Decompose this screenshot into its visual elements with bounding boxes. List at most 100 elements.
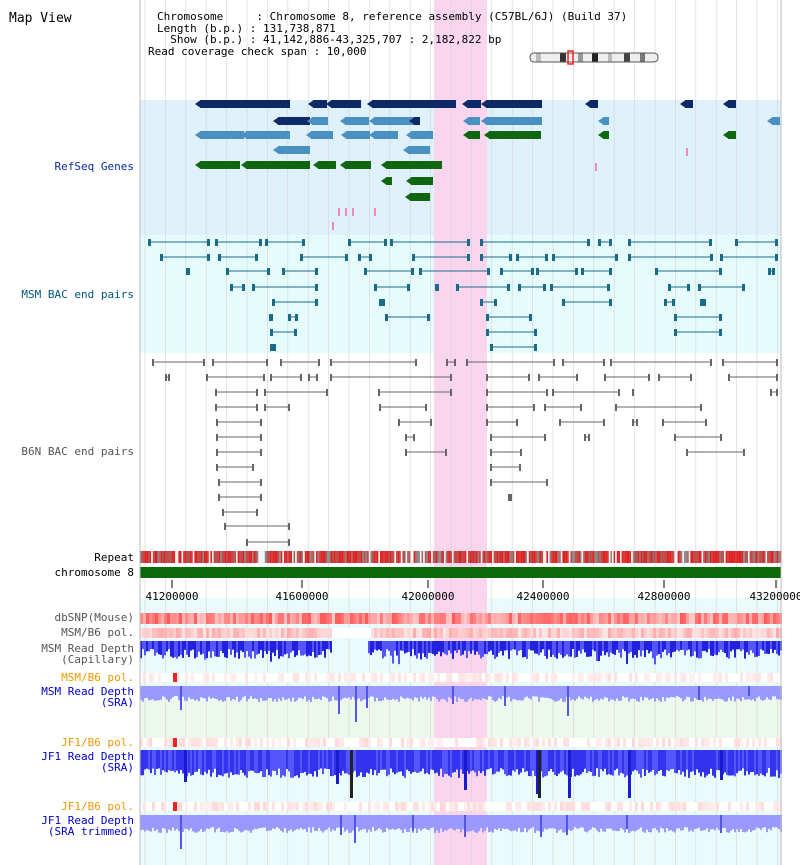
msm-sra-depth-bar xyxy=(708,686,710,699)
jf1-trimmed-depth-bar xyxy=(694,815,696,829)
jf1-trimmed-depth-bar xyxy=(618,815,620,832)
track-label-msm-b6-pol-2[interactable]: MSM/B6 pol. xyxy=(61,671,134,684)
jf1-sra-depth-bar xyxy=(610,750,612,775)
b6n-bac-end xyxy=(632,389,634,396)
jf1-b6-polymorphism-cell xyxy=(242,738,245,747)
repeat-element xyxy=(388,551,390,563)
msm-sra-depth-bar xyxy=(412,686,414,701)
msm-capillary-depth-bar xyxy=(768,641,770,655)
jf1-trimmed-depth-bar xyxy=(754,815,756,830)
msm-sra-depth-bar xyxy=(190,686,192,700)
jf1-sra-depth-bar xyxy=(360,750,362,773)
jf1-trimmed-depth-bar xyxy=(698,815,700,828)
msm-sra-depth-bar xyxy=(314,686,316,700)
track-label-msm-b6-pol-1[interactable]: MSM/B6 pol. xyxy=(61,626,134,639)
dbsnp-density-cell xyxy=(398,613,401,624)
msm-capillary-depth-bar xyxy=(414,641,416,656)
jf1-b6-polymorphism-cell xyxy=(605,802,608,811)
msm-b6-polymorphism-cell xyxy=(770,673,773,682)
msm-b6-polymorphism-cell xyxy=(329,628,332,638)
msm-bac-end xyxy=(160,254,163,261)
jf1-trimmed-depth-bar xyxy=(722,815,724,829)
repeat-element xyxy=(546,551,548,563)
msm-b6-polymorphism-cell xyxy=(539,628,542,638)
b6n-bac-end xyxy=(379,404,381,411)
repeat-element xyxy=(698,551,700,563)
gene-feature xyxy=(331,100,361,108)
jf1-b6-polymorphism-cell xyxy=(458,802,461,811)
msm-b6-polymorphism-cell xyxy=(479,673,482,682)
jf1-b6-polymorphism-cell xyxy=(746,802,749,811)
msm-b6-polymorphism-cell xyxy=(692,628,695,638)
track-label-msm-depth-sra[interactable]: MSM Read Depth (SRA) xyxy=(41,686,134,708)
msm-capillary-depth-bar xyxy=(154,641,156,656)
track-label-jf1-b6-pol-1[interactable]: JF1/B6 pol. xyxy=(61,736,134,749)
msm-bac-end xyxy=(674,314,677,321)
gene-feature xyxy=(411,177,433,185)
repeat-element xyxy=(394,551,396,563)
jf1-trimmed-depth-bar xyxy=(430,815,432,828)
msm-sra-depth-bar xyxy=(414,686,416,698)
track-label-b6n-bac[interactable]: B6N BAC end pairs xyxy=(21,445,134,458)
msm-sra-depth-bar xyxy=(482,686,484,699)
track-label-msm-depth-capillary[interactable]: MSM Read Depth (Capillary) xyxy=(41,643,134,665)
b6n-bac-end xyxy=(528,374,530,381)
jf1-sra-depth-bar xyxy=(284,750,286,777)
ideogram-position-marker xyxy=(567,50,574,65)
msm-sra-depth-bar xyxy=(236,686,238,697)
track-label-msm-bac[interactable]: MSM BAC end pairs xyxy=(21,288,134,301)
repeat-element xyxy=(482,551,484,563)
jf1-b6-polymorphism-cell xyxy=(188,738,191,747)
msm-sra-depth-bar xyxy=(680,686,682,699)
msm-capillary-depth-bar xyxy=(616,641,618,650)
msm-capillary-depth-bar xyxy=(740,641,742,652)
dbsnp-density-cell xyxy=(230,613,233,624)
b6n-bac-end xyxy=(445,449,447,456)
repeat-element xyxy=(444,551,446,563)
msm-capillary-depth-bar xyxy=(770,641,772,650)
msm-b6-polymorphism-cell xyxy=(224,673,227,682)
jf1-b6-polymorphism-cell xyxy=(635,738,638,747)
repeat-element xyxy=(612,551,614,563)
msm-b6-polymorphism-cell xyxy=(626,628,629,638)
jf1-trimmed-depth-bar xyxy=(404,815,406,830)
track-label-refseq[interactable]: RefSeq Genes xyxy=(54,160,134,173)
repeat-element xyxy=(711,551,713,563)
msm-sra-depth-bar xyxy=(576,686,578,699)
msm-capillary-depth-bar xyxy=(278,641,280,659)
msm-b6-polymorphism-cell xyxy=(203,628,206,638)
msm-capillary-depth-bar xyxy=(182,641,184,658)
repeat-element xyxy=(196,551,198,563)
track-label-jf1-b6-pol-2[interactable]: JF1/B6 pol. xyxy=(61,800,134,813)
msm-b6-polymorphism-cell xyxy=(338,673,341,682)
repeat-element xyxy=(236,551,238,563)
b6n-bac-end xyxy=(636,419,638,426)
repeat-element xyxy=(583,551,585,563)
jf1-b6-polymorphism-cell xyxy=(197,738,200,747)
msm-b6-polymorphism-cell xyxy=(518,628,521,638)
jf1-trimmed-depth-bar xyxy=(742,815,744,832)
msm-sra-depth-bar xyxy=(440,686,442,700)
track-label-repeat[interactable]: Repeat xyxy=(94,551,134,564)
msm-b6-polymorphism-cell xyxy=(647,628,650,638)
msm-capillary-depth-bar xyxy=(324,641,326,658)
track-label-jf1-depth-trimmed[interactable]: JF1 Read Depth (SRA trimmed) xyxy=(41,815,134,837)
dbsnp-density-cell xyxy=(608,613,611,624)
track-label-dbsnp[interactable]: dbSNP(Mouse) xyxy=(54,611,134,624)
repeat-element xyxy=(295,551,297,563)
repeat-element xyxy=(336,551,339,563)
track-label-jf1-depth-sra[interactable]: JF1 Read Depth (SRA) xyxy=(41,751,134,773)
msm-b6-polymorphism-cell xyxy=(656,628,659,638)
msm-b6-polymorphism-cell xyxy=(704,628,707,638)
jf1-b6-polymorphism-cell xyxy=(548,802,551,811)
msm-b6-polymorphism-cell xyxy=(524,673,527,682)
track-label-chromosome[interactable]: chromosome 8 xyxy=(54,566,134,579)
jf1-b6-polymorphism-cell xyxy=(380,738,383,747)
msm-capillary-depth-bar xyxy=(226,641,228,658)
msm-bac-end xyxy=(435,284,438,291)
jf1-b6-polymorphism-cell xyxy=(554,802,557,811)
msm-b6-polymorphism-cell xyxy=(350,628,353,638)
jf1-b6-polymorphism-cell xyxy=(644,802,647,811)
msm-b6-polymorphism-cell xyxy=(464,673,467,682)
